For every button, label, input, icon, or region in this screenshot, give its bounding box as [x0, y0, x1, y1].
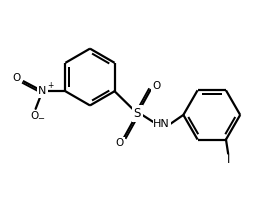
Text: HN: HN [153, 119, 170, 129]
Text: +: + [47, 81, 53, 90]
Text: −: − [37, 115, 44, 124]
Text: O: O [116, 138, 124, 148]
Text: S: S [134, 107, 141, 120]
Text: N: N [38, 86, 47, 96]
Text: O: O [30, 111, 38, 121]
Text: I: I [227, 153, 230, 166]
Text: O: O [12, 73, 20, 83]
Text: O: O [152, 81, 160, 92]
